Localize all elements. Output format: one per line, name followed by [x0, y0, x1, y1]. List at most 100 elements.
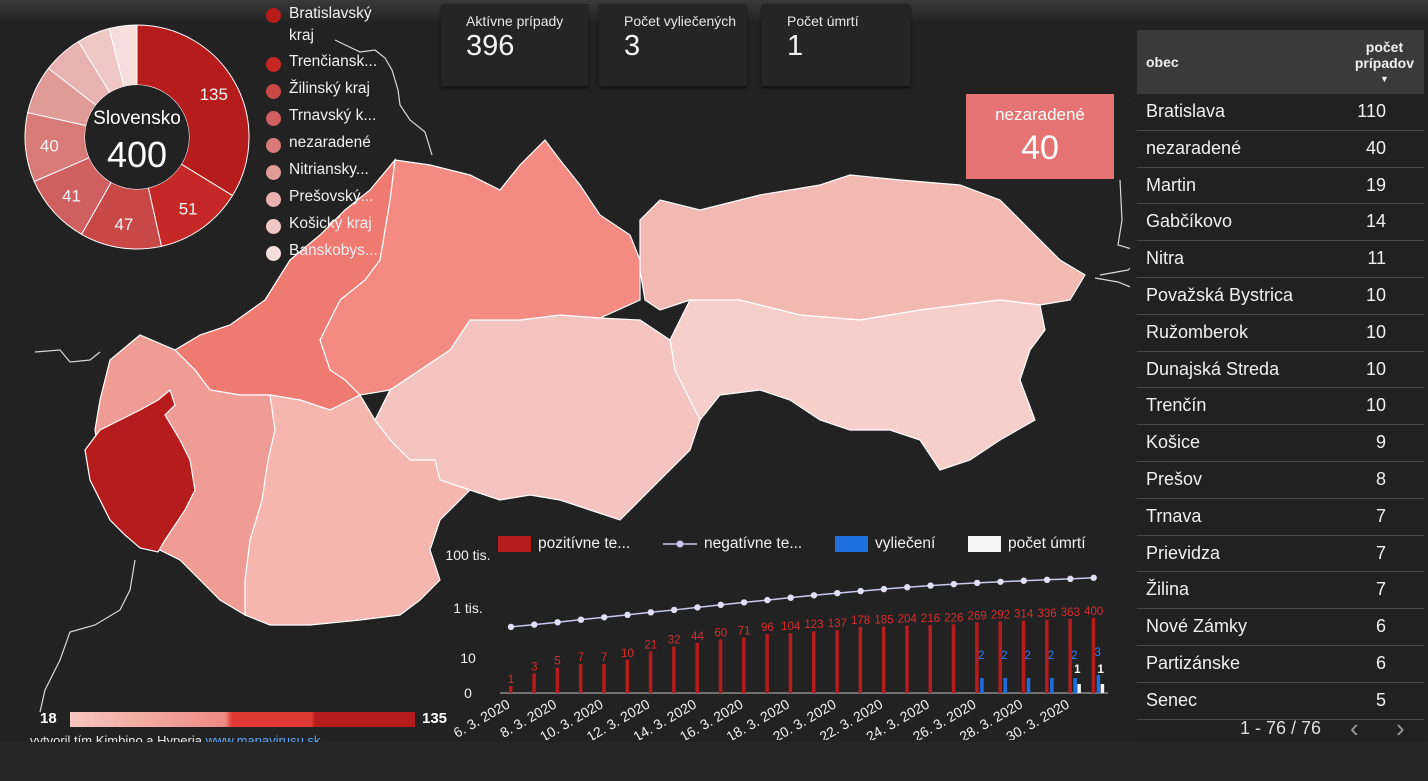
column-header-count[interactable]: počet prípadov ▼ [1355, 39, 1414, 87]
legend-item[interactable]: Prešovský... [266, 188, 389, 215]
table-row[interactable]: Bratislava 110 [1137, 94, 1424, 131]
negative-tests-point[interactable] [764, 596, 771, 604]
positive-bar[interactable] [718, 639, 723, 693]
negative-tests-point[interactable] [717, 601, 724, 609]
negative-tests-point[interactable] [787, 594, 794, 601]
table-row[interactable]: Nové Zámky 6 [1137, 609, 1424, 646]
negative-tests-point[interactable] [904, 584, 911, 591]
negative-tests-point[interactable] [624, 611, 631, 619]
positive-bar[interactable] [602, 663, 606, 693]
next-page-icon[interactable]: › [1396, 713, 1405, 743]
negative-tests-point[interactable] [531, 621, 538, 628]
chart-legend-deaths[interactable]: počet úmrtí [968, 535, 1086, 553]
negative-tests-point[interactable] [1067, 575, 1074, 583]
table-row[interactable]: Prievidza 7 [1137, 536, 1424, 573]
negative-tests-point[interactable] [554, 619, 561, 626]
legend-item[interactable]: Bratislavský kraj [266, 4, 389, 53]
negative-tests-point[interactable] [973, 579, 981, 587]
table-row[interactable]: Košice 9 [1137, 425, 1424, 462]
legend-item[interactable]: Košický kraj [266, 215, 389, 242]
positive-bar[interactable] [905, 625, 909, 693]
table-row[interactable]: Považská Bystrica 10 [1137, 278, 1424, 315]
positive-bar[interactable] [811, 631, 816, 693]
negative-tests-point[interactable] [601, 614, 608, 621]
table-row[interactable]: Dunajská Streda 10 [1137, 352, 1424, 389]
healed-bar[interactable] [980, 678, 984, 693]
negative-tests-point[interactable] [507, 623, 515, 631]
positive-bar[interactable] [1068, 618, 1072, 693]
positive-bar[interactable] [648, 651, 653, 693]
table-row[interactable]: Nitra 11 [1137, 241, 1424, 278]
positive-bar[interactable] [881, 626, 886, 693]
column-header-obec[interactable]: obec [1146, 54, 1179, 70]
negative-tests-point[interactable] [1090, 574, 1097, 581]
table-row[interactable]: Trnava 7 [1137, 499, 1424, 536]
negative-tests-point[interactable] [647, 609, 655, 616]
legend-item[interactable]: Žilinský kraj [266, 80, 389, 107]
legend-item[interactable]: Trenčiansk... [266, 53, 389, 80]
death-bar[interactable] [1100, 684, 1105, 693]
negative-tests-point[interactable] [950, 580, 958, 588]
healed-bar[interactable] [1096, 675, 1101, 693]
positive-bar[interactable] [625, 659, 630, 693]
positive-bar[interactable] [672, 646, 676, 693]
positive-bar[interactable] [508, 686, 513, 693]
chart-legend-positive[interactable]: pozitívne te... [498, 535, 630, 553]
negative-tests-point[interactable] [1020, 577, 1027, 584]
region-kosice[interactable] [669, 299, 1046, 471]
chart-legend-negative[interactable]: negatívne te... [663, 535, 802, 553]
healed-bar[interactable] [1050, 678, 1054, 693]
negative-tests-point[interactable] [1043, 576, 1051, 584]
table-row[interactable]: Senec 5 [1137, 683, 1424, 720]
legend-item[interactable]: Nitriansky... [266, 161, 389, 188]
table-row[interactable]: Martin 19 [1137, 168, 1424, 205]
positive-bar[interactable] [998, 621, 1002, 693]
municipality-table[interactable]: obec počet prípadov ▼ Bratislava 110 nezar… [1137, 30, 1424, 743]
negative-tests-point[interactable] [997, 578, 1004, 585]
negative-tests-point[interactable] [694, 604, 701, 611]
legend-item[interactable]: Trnavský k... [266, 107, 389, 134]
positive-bar[interactable] [765, 634, 769, 693]
table-row[interactable]: Trenčín 10 [1137, 388, 1424, 426]
positive-bar[interactable] [695, 642, 699, 693]
healed-bar[interactable] [1003, 678, 1007, 693]
legend-item[interactable]: Banskobys... [266, 242, 389, 269]
healed-bar[interactable] [1073, 678, 1077, 693]
positive-bar[interactable] [532, 673, 536, 693]
negative-tests-point[interactable] [927, 582, 934, 589]
negative-tests-point[interactable] [834, 589, 841, 597]
table-row[interactable]: Partizánske 6 [1137, 646, 1424, 683]
negative-tests-point[interactable] [880, 585, 888, 593]
positive-bar[interactable] [578, 663, 583, 693]
healed-bar[interactable] [1026, 678, 1031, 693]
table-row[interactable]: Gabčíkovo 14 [1137, 204, 1424, 242]
negative-tests-point[interactable] [577, 616, 585, 623]
positive-bar[interactable] [1045, 619, 1049, 693]
table-row[interactable]: Ružomberok 10 [1137, 315, 1424, 352]
legend-item[interactable]: nezaradené [266, 134, 389, 161]
positive-bar[interactable] [1021, 620, 1026, 693]
positive-bar[interactable] [555, 667, 560, 693]
slovakia-map[interactable] [0, 0, 1130, 720]
negative-tests-point[interactable] [810, 592, 818, 599]
positive-bar[interactable] [928, 624, 933, 693]
region-presov[interactable] [639, 174, 1086, 321]
positive-bar[interactable] [742, 637, 746, 693]
positive-bar[interactable] [1091, 617, 1096, 693]
positive-bar[interactable] [975, 622, 979, 693]
table-row[interactable]: Žilina 7 [1137, 572, 1424, 610]
positive-bar[interactable] [951, 624, 956, 693]
negative-tests-point[interactable] [670, 606, 678, 614]
negative-tests-point[interactable] [857, 587, 864, 595]
death-bar[interactable] [1077, 684, 1081, 693]
chart-legend-healed[interactable]: vyliečení [835, 535, 935, 553]
region-donut-chart[interactable]: 135 51 47 41 40 [22, 22, 252, 252]
table-row[interactable]: nezaradené 40 [1137, 131, 1424, 168]
table-row[interactable]: Prešov 8 [1137, 462, 1424, 499]
prev-page-icon[interactable]: ‹ [1350, 713, 1359, 743]
positive-bar[interactable] [835, 630, 839, 693]
negative-tests-point[interactable] [740, 599, 748, 606]
positive-bar[interactable] [858, 627, 863, 693]
sort-desc-icon[interactable]: ▼ [1379, 74, 1389, 84]
